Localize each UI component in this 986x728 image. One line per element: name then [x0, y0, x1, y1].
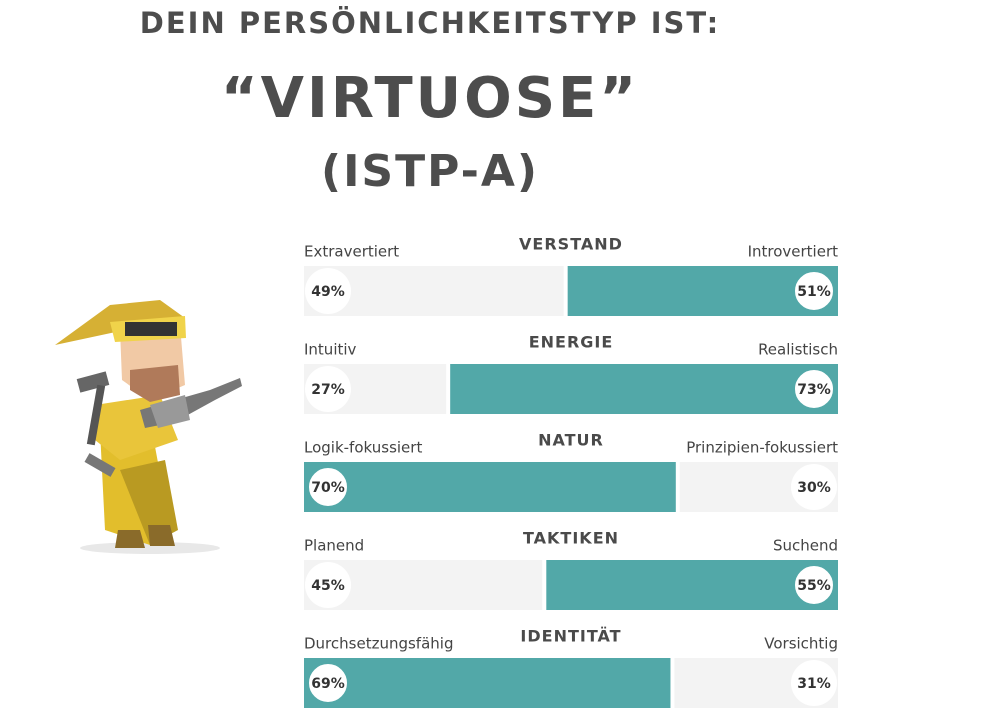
percent-badge	[305, 268, 351, 314]
left-bar	[304, 462, 676, 512]
right-percent: 30%	[797, 480, 831, 496]
trait-name: ENERGIE	[529, 333, 614, 352]
left-percent: 70%	[311, 480, 345, 496]
left-label: Intuitiv	[304, 341, 357, 359]
left-percent: 45%	[311, 578, 345, 594]
right-label: Suchend	[773, 537, 838, 555]
percent-badge	[305, 366, 351, 412]
right-percent: 55%	[797, 578, 831, 594]
percent-badge	[791, 268, 837, 314]
right-percent: 73%	[797, 382, 831, 398]
percent-badge	[305, 464, 351, 510]
percent-badge	[791, 562, 837, 608]
left-percent: 49%	[311, 284, 345, 300]
left-percent: 27%	[311, 382, 345, 398]
trait-name: VERSTAND	[519, 235, 623, 254]
percent-badge	[305, 660, 351, 706]
right-percent: 31%	[797, 676, 831, 692]
right-bar	[450, 364, 838, 414]
trait-name: NATUR	[538, 431, 604, 450]
trait-name: IDENTITÄT	[520, 627, 621, 646]
left-label: Logik-fokussiert	[304, 439, 422, 457]
right-label: Vorsichtig	[764, 635, 838, 653]
right-percent: 51%	[797, 284, 831, 300]
left-label: Extravertiert	[304, 243, 399, 261]
traits: VERSTAND Extravertiert Introvertiert 49% 51%…	[304, 235, 839, 708]
percent-badge	[791, 660, 837, 706]
right-label: Introvertiert	[748, 243, 839, 261]
percent-badge	[791, 366, 837, 412]
left-label: Durchsetzungsfähig	[304, 635, 453, 653]
right-label: Realistisch	[758, 341, 838, 359]
character-illustration	[55, 300, 242, 554]
percent-badge	[305, 562, 351, 608]
left-bar	[304, 658, 671, 708]
intro: DEIN PERSÖNLICHKEITSTYP IST:	[140, 6, 720, 40]
trait-name: TAKTIKEN	[523, 529, 619, 548]
right-label: Prinzipien-fokussiert	[686, 439, 838, 457]
left-label: Planend	[304, 537, 364, 555]
right-bar	[546, 560, 838, 610]
type-code: (ISTP-A)	[321, 146, 539, 197]
left-percent: 69%	[311, 676, 345, 692]
percent-badge	[791, 464, 837, 510]
type-name: “VIRTUOSE”	[221, 66, 639, 131]
